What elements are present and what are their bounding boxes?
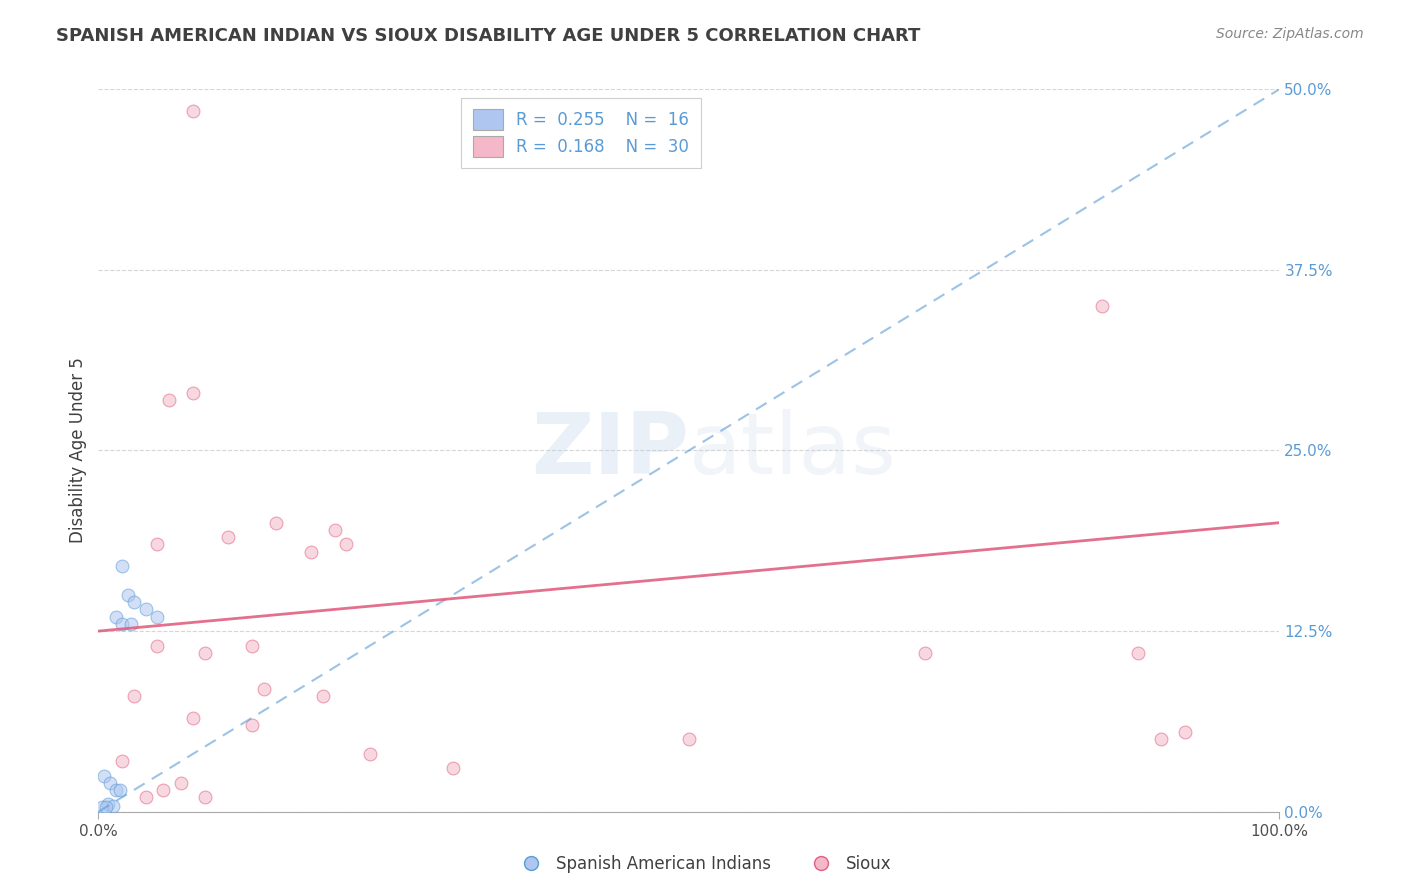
Point: [105, 609, 128, 624]
Point: [194, 790, 217, 805]
Text: Source: ZipAtlas.com: Source: ZipAtlas.com: [1216, 27, 1364, 41]
Y-axis label: Disability Age Under 5: Disability Age Under 5: [69, 358, 87, 543]
Point: [1150, 732, 1173, 747]
Point: [240, 639, 263, 653]
Point: [194, 646, 217, 660]
Point: [98, 776, 121, 790]
Point: [152, 783, 174, 797]
Point: [170, 776, 193, 790]
Legend: R =  0.255    N =  16, R =  0.168    N =  30: R = 0.255 N = 16, R = 0.168 N = 30: [461, 97, 700, 169]
Point: [914, 646, 936, 660]
Point: [181, 103, 204, 118]
Point: [111, 616, 134, 631]
Point: [135, 790, 157, 805]
Point: [94, 800, 117, 814]
Point: [122, 689, 145, 703]
Point: [335, 537, 357, 551]
Point: [146, 609, 169, 624]
Point: [111, 559, 134, 574]
Text: ZIP: ZIP: [531, 409, 689, 492]
Point: [181, 385, 204, 400]
Point: [312, 689, 335, 703]
Point: [253, 681, 276, 696]
Legend: Spanish American Indians, Sioux: Spanish American Indians, Sioux: [508, 848, 898, 880]
Point: [122, 595, 145, 609]
Point: [93, 769, 115, 783]
Point: [240, 718, 263, 732]
Text: atlas: atlas: [689, 409, 897, 492]
Point: [121, 616, 143, 631]
Point: [105, 783, 128, 797]
Point: [299, 544, 322, 558]
Point: [264, 516, 287, 530]
Point: [441, 761, 464, 775]
Point: [117, 588, 139, 602]
Point: [108, 783, 131, 797]
Point: [1174, 725, 1197, 739]
Point: [157, 392, 180, 407]
Point: [91, 800, 114, 814]
Point: [323, 523, 346, 537]
Point: [359, 747, 381, 761]
Point: [678, 732, 700, 747]
Point: [181, 711, 204, 725]
Point: [97, 797, 120, 812]
Point: [146, 537, 169, 551]
Point: [1126, 646, 1149, 660]
Text: SPANISH AMERICAN INDIAN VS SIOUX DISABILITY AGE UNDER 5 CORRELATION CHART: SPANISH AMERICAN INDIAN VS SIOUX DISABIL…: [56, 27, 921, 45]
Point: [101, 799, 124, 814]
Point: [111, 754, 134, 768]
Point: [135, 602, 157, 616]
Point: [1091, 299, 1114, 313]
Point: [146, 639, 169, 653]
Point: [217, 530, 239, 544]
